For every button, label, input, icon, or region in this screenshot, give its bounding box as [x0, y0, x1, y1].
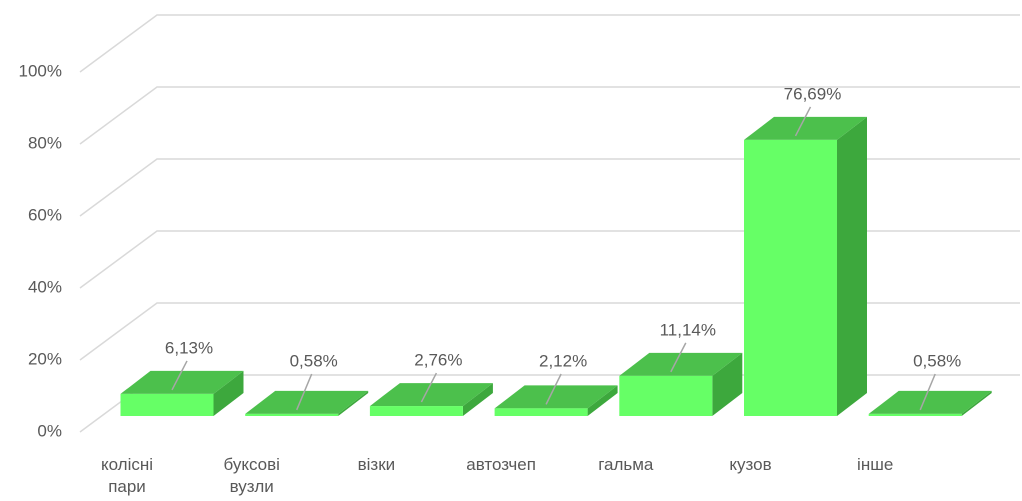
bar-side: [961, 390, 992, 416]
x-tick-label: кузов: [729, 455, 772, 474]
grid-line: [79, 14, 1020, 73]
data-label: 76,69%: [784, 84, 842, 103]
y-tick-label: 40%: [28, 277, 62, 296]
y-tick-label: 80%: [28, 133, 62, 152]
grid-line: [79, 86, 1020, 145]
bar: [120, 393, 214, 416]
leader-line: [420, 372, 438, 403]
data-label: 0,58%: [913, 351, 961, 370]
bar-side: [587, 385, 618, 416]
x-tick-label: гальма: [598, 455, 654, 474]
leader-line: [794, 106, 812, 137]
y-tick-label: 100%: [19, 61, 62, 80]
bar: [369, 406, 463, 416]
bar: [868, 413, 962, 416]
bar-top: [494, 385, 618, 409]
data-label: 11,14%: [660, 320, 716, 339]
grid-line: [79, 158, 1020, 217]
leader-line: [296, 373, 313, 411]
bar-side: [338, 390, 369, 416]
bar-top: [868, 390, 992, 414]
data-label: 2,12%: [539, 351, 587, 370]
bar-side: [837, 116, 867, 416]
data-label: 0,58%: [290, 351, 338, 370]
x-tick-label: автозчеп: [466, 455, 536, 474]
bar: [619, 375, 713, 416]
y-tick-label: 20%: [28, 349, 62, 368]
bar: [744, 139, 837, 416]
bar-side: [712, 352, 743, 416]
x-tick-label: колісні пари: [100, 455, 154, 496]
leader-line: [171, 360, 188, 391]
grid-line: [79, 302, 1020, 361]
data-label: 6,13%: [165, 338, 213, 357]
leader-line: [545, 373, 562, 405]
grid-line: [79, 230, 1020, 289]
bar: [245, 413, 339, 416]
bar-top: [744, 116, 867, 140]
bar: [494, 408, 588, 416]
x-tick-label: інше: [857, 455, 894, 474]
bar-side: [462, 383, 493, 416]
data-label: 2,76%: [414, 351, 462, 370]
bar-side: [213, 370, 244, 416]
leader-line: [670, 342, 687, 373]
bar-top: [619, 352, 743, 376]
x-tick-label: візки: [357, 455, 396, 474]
bar-top: [120, 370, 244, 394]
y-tick-label: 60%: [28, 205, 62, 224]
leader-line: [919, 373, 936, 411]
x-tick-label: буксові вузли: [223, 455, 280, 496]
y-tick-label: 0%: [37, 421, 62, 440]
bar-top: [369, 383, 493, 407]
bar-top: [245, 390, 369, 414]
